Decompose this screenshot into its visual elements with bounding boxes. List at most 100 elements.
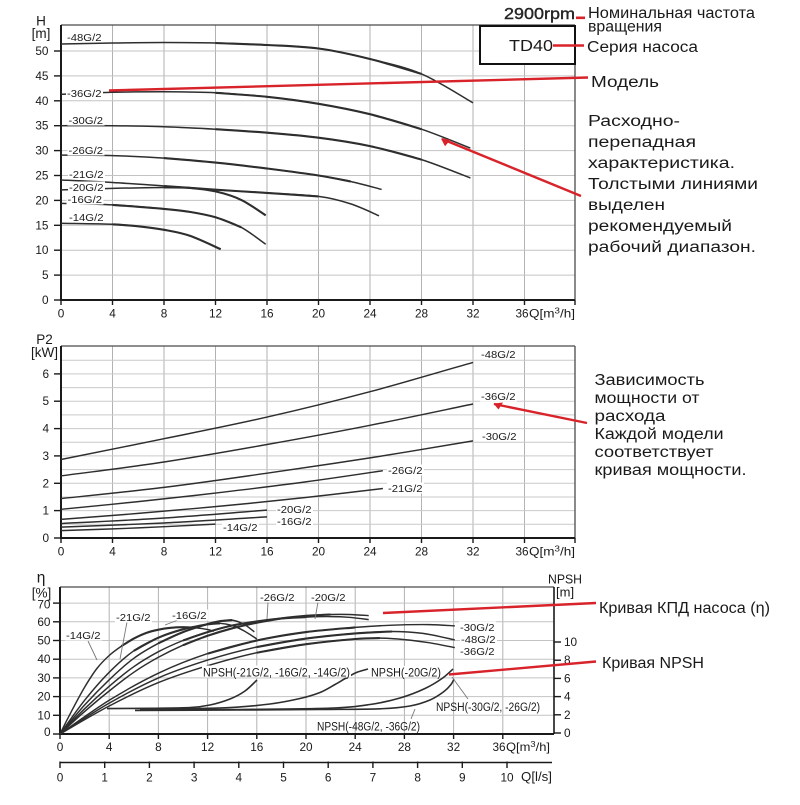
svg-text:28: 28 bbox=[415, 545, 429, 559]
svg-text:8: 8 bbox=[155, 740, 162, 754]
svg-text:28: 28 bbox=[398, 740, 412, 754]
svg-text:20: 20 bbox=[312, 307, 326, 321]
svg-text:24: 24 bbox=[349, 740, 363, 754]
svg-text:[m]: [m] bbox=[32, 26, 51, 41]
svg-text:-16G/2: -16G/2 bbox=[277, 516, 312, 528]
svg-text:-48G/2: -48G/2 bbox=[481, 349, 516, 361]
svg-text:-26G/2: -26G/2 bbox=[388, 465, 423, 477]
svg-text:Q[m3/h]: Q[m 3/h] bbox=[529, 544, 575, 559]
svg-text:вращения: вращения bbox=[588, 19, 662, 36]
svg-text:1: 1 bbox=[42, 504, 49, 518]
svg-text:8: 8 bbox=[414, 771, 421, 785]
svg-text:35: 35 bbox=[35, 119, 49, 133]
svg-text:50: 50 bbox=[35, 44, 49, 58]
svg-text:12: 12 bbox=[209, 307, 222, 321]
svg-text:Кривая КПД насоса (η): Кривая КПД насоса (η) bbox=[599, 600, 770, 617]
svg-text:NPSH(-20G/2): NPSH(-20G/2) bbox=[371, 668, 441, 680]
svg-text:40: 40 bbox=[37, 652, 51, 666]
svg-text:Серия насоса: Серия насоса bbox=[587, 39, 698, 56]
svg-text:-48G/2: -48G/2 bbox=[461, 634, 496, 646]
svg-text:0: 0 bbox=[57, 771, 64, 785]
svg-text:соответствует: соответствует bbox=[595, 444, 714, 461]
svg-text:50: 50 bbox=[37, 634, 51, 648]
svg-text:P2: P2 bbox=[36, 332, 53, 347]
svg-text:10: 10 bbox=[500, 771, 514, 785]
svg-text:2: 2 bbox=[42, 476, 49, 490]
svg-text:12: 12 bbox=[201, 740, 214, 754]
svg-text:6: 6 bbox=[564, 671, 571, 685]
svg-text:рекомендуемый: рекомендуемый bbox=[588, 218, 732, 235]
svg-text:Толстыми линиями: Толстыми линиями bbox=[588, 176, 758, 193]
svg-text:20: 20 bbox=[312, 545, 326, 559]
svg-text:2: 2 bbox=[146, 771, 153, 785]
svg-text:-48G/2: -48G/2 bbox=[67, 32, 102, 44]
svg-text:9: 9 bbox=[459, 771, 466, 785]
svg-text:36: 36 bbox=[492, 740, 506, 754]
svg-text:2900rpm: 2900rpm bbox=[504, 6, 575, 23]
svg-text:мощности от: мощности от bbox=[595, 390, 700, 407]
svg-text:20: 20 bbox=[35, 193, 49, 207]
svg-text:4: 4 bbox=[564, 690, 571, 704]
svg-text:32: 32 bbox=[447, 740, 460, 754]
svg-text:-14G/2: -14G/2 bbox=[66, 630, 101, 642]
svg-text:8: 8 bbox=[564, 653, 571, 667]
svg-text:60: 60 bbox=[37, 615, 51, 629]
svg-text:NPSH: NPSH bbox=[548, 573, 582, 587]
svg-text:45: 45 bbox=[35, 69, 49, 83]
svg-text:Зависимость: Зависимость bbox=[595, 372, 705, 389]
svg-text:NPSH(-48G/2, -36G/2): NPSH(-48G/2, -36G/2) bbox=[317, 722, 420, 734]
svg-text:NPSH(-30G/2, -26G/2): NPSH(-30G/2, -26G/2) bbox=[436, 702, 540, 714]
svg-text:32: 32 bbox=[466, 545, 479, 559]
svg-text:-21G/2: -21G/2 bbox=[69, 169, 104, 181]
svg-text:3: 3 bbox=[191, 771, 198, 785]
svg-text:10: 10 bbox=[564, 635, 578, 649]
svg-text:-14G/2: -14G/2 bbox=[69, 212, 104, 224]
svg-text:Кривая NPSH: Кривая NPSH bbox=[602, 655, 704, 672]
svg-text:-16G/2: -16G/2 bbox=[172, 610, 207, 622]
svg-text:0: 0 bbox=[57, 740, 64, 754]
svg-text:70: 70 bbox=[37, 598, 51, 612]
svg-text:-36G/2: -36G/2 bbox=[67, 88, 102, 100]
svg-text:-16G/2: -16G/2 bbox=[68, 194, 103, 206]
svg-text:4: 4 bbox=[106, 740, 113, 754]
svg-text:5: 5 bbox=[42, 394, 49, 408]
svg-text:Расходно-: Расходно- bbox=[588, 113, 680, 130]
svg-text:0: 0 bbox=[58, 307, 65, 321]
svg-text:0: 0 bbox=[564, 726, 571, 740]
svg-text:[kW]: [kW] bbox=[31, 345, 58, 360]
svg-text:20: 20 bbox=[299, 740, 313, 754]
svg-text:12: 12 bbox=[209, 545, 222, 559]
svg-text:4: 4 bbox=[109, 307, 116, 321]
svg-text:10: 10 bbox=[37, 708, 51, 722]
svg-text:0: 0 bbox=[42, 293, 49, 307]
svg-text:η: η bbox=[37, 570, 46, 587]
svg-text:40: 40 bbox=[35, 94, 49, 108]
svg-text:-36G/2: -36G/2 bbox=[460, 646, 495, 658]
svg-text:-20G/2: -20G/2 bbox=[311, 592, 346, 604]
svg-text:характеристика.: характеристика. bbox=[588, 155, 735, 172]
svg-text:расхода: расхода bbox=[595, 408, 666, 425]
svg-text:0: 0 bbox=[58, 545, 65, 559]
svg-text:28: 28 bbox=[415, 307, 429, 321]
svg-text:0: 0 bbox=[42, 531, 49, 545]
svg-text:7: 7 bbox=[370, 771, 377, 785]
svg-text:[%]: [%] bbox=[32, 585, 52, 600]
svg-text:0: 0 bbox=[44, 725, 51, 739]
svg-text:Модель: Модель bbox=[591, 74, 659, 91]
svg-text:Q[l/s]: Q[l/s] bbox=[521, 769, 552, 784]
svg-text:NPSH(-21G/2, -16G/2, -14G/2): NPSH(-21G/2, -16G/2, -14G/2) bbox=[203, 668, 350, 680]
svg-text:-14G/2: -14G/2 bbox=[223, 522, 258, 534]
svg-text:8: 8 bbox=[161, 545, 168, 559]
svg-text:-30G/2: -30G/2 bbox=[482, 431, 517, 443]
svg-text:16: 16 bbox=[260, 307, 274, 321]
svg-text:4: 4 bbox=[236, 771, 243, 785]
svg-text:36: 36 bbox=[515, 545, 529, 559]
svg-text:-30G/2: -30G/2 bbox=[460, 622, 495, 634]
svg-text:-21G/2: -21G/2 bbox=[388, 483, 423, 495]
svg-text:[m]: [m] bbox=[556, 585, 574, 600]
svg-text:Номинальная частота: Номинальная частота bbox=[588, 5, 755, 22]
svg-text:36: 36 bbox=[515, 307, 529, 321]
svg-text:24: 24 bbox=[363, 545, 377, 559]
svg-text:32: 32 bbox=[466, 307, 479, 321]
svg-text:-36G/2: -36G/2 bbox=[481, 391, 516, 403]
